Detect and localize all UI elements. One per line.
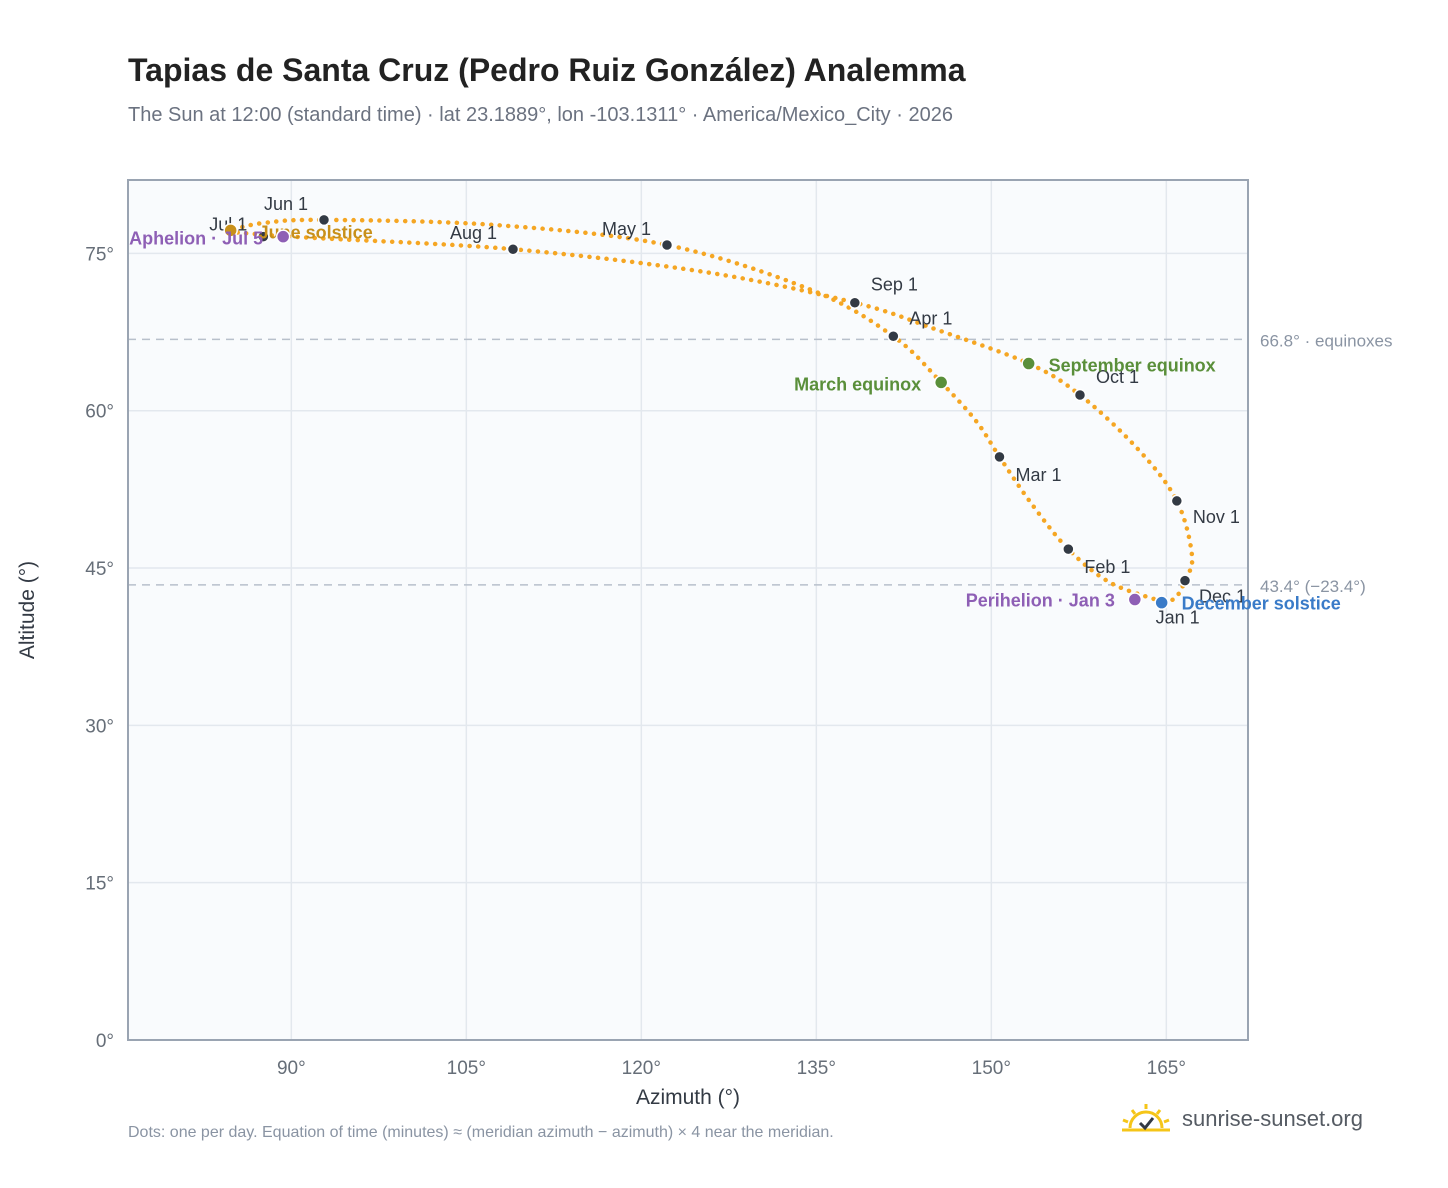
special-point [275,229,291,244]
month-marker [993,450,1006,464]
footnote: Dots: one per day. Equation of time (min… [128,1124,834,1141]
y-axis-label: Altitude (°) [16,561,39,659]
month-marker [1170,494,1184,508]
x-tick-label: 90° [277,1058,306,1079]
special-point [1154,595,1169,610]
month-marker [1073,388,1087,402]
special-point [1127,592,1143,607]
month-label: Mar 1 [1016,465,1062,485]
brand-logo[interactable]: sunrise-sunset.org [1120,1102,1363,1136]
x-axis-label: Azimuth (°) [636,1086,740,1109]
y-tick-label: 15° [85,874,114,895]
y-tick-label: 60° [85,402,114,423]
brand-text: sunrise-sunset.org [1182,1106,1363,1131]
month-marker [506,242,520,256]
reference-line-label: 66.8° · equinoxes [1260,331,1393,350]
month-marker [317,213,331,227]
month-label: Jan 1 [1156,608,1200,628]
reference-line-label: 43.4° (−23.4°) [1260,577,1366,596]
chart-subtitle: The Sun at 12:00 (standard time) · lat 2… [128,104,953,126]
special-point-label: June solstice [259,222,373,242]
y-tick-label: 45° [85,559,114,580]
month-label: May 1 [602,219,651,239]
month-label: Jun 1 [264,194,308,214]
analemma-curve [225,217,1195,607]
x-tick-label: 150° [972,1058,1011,1079]
x-tick-label: 135° [797,1058,836,1079]
plot-frame [127,179,1249,1041]
plot-area [128,180,1248,1040]
x-tick-label: 165° [1147,1058,1186,1079]
month-marker [848,296,862,309]
month-marker [1178,574,1192,587]
y-tick-label: 75° [85,244,114,265]
month-label: Nov 1 [1193,507,1240,527]
chart-title: Tapias de Santa Cruz (Pedro Ruiz Gonzále… [128,52,966,88]
month-marker [257,230,270,243]
month-label: Oct 1 [1096,367,1139,387]
special-point [1021,356,1036,371]
month-label: Feb 1 [1084,557,1130,577]
month-marker [660,238,674,252]
month-label: Apr 1 [909,308,952,328]
special-point-label: September equinox [1049,356,1216,376]
y-tick-label: 0° [96,1031,114,1052]
special-point-label: March equinox [794,374,921,394]
y-tick-label: 30° [85,716,114,737]
special-point [223,223,238,238]
special-point-label: Perihelion · Jan 3 [966,591,1115,611]
month-marker [1062,542,1075,556]
special-point-label: Aphelion · Jul 5 [129,229,263,249]
x-tick-label: 105° [447,1058,486,1079]
month-label: Aug 1 [450,223,497,243]
month-label: Sep 1 [871,275,918,295]
special-point-label: December solstice [1182,594,1341,614]
x-tick-label: 120° [622,1058,661,1079]
special-point [933,375,949,390]
month-marker [887,330,900,343]
sun-check-icon [1122,1104,1170,1132]
month-label: Dec 1 [1199,587,1246,607]
